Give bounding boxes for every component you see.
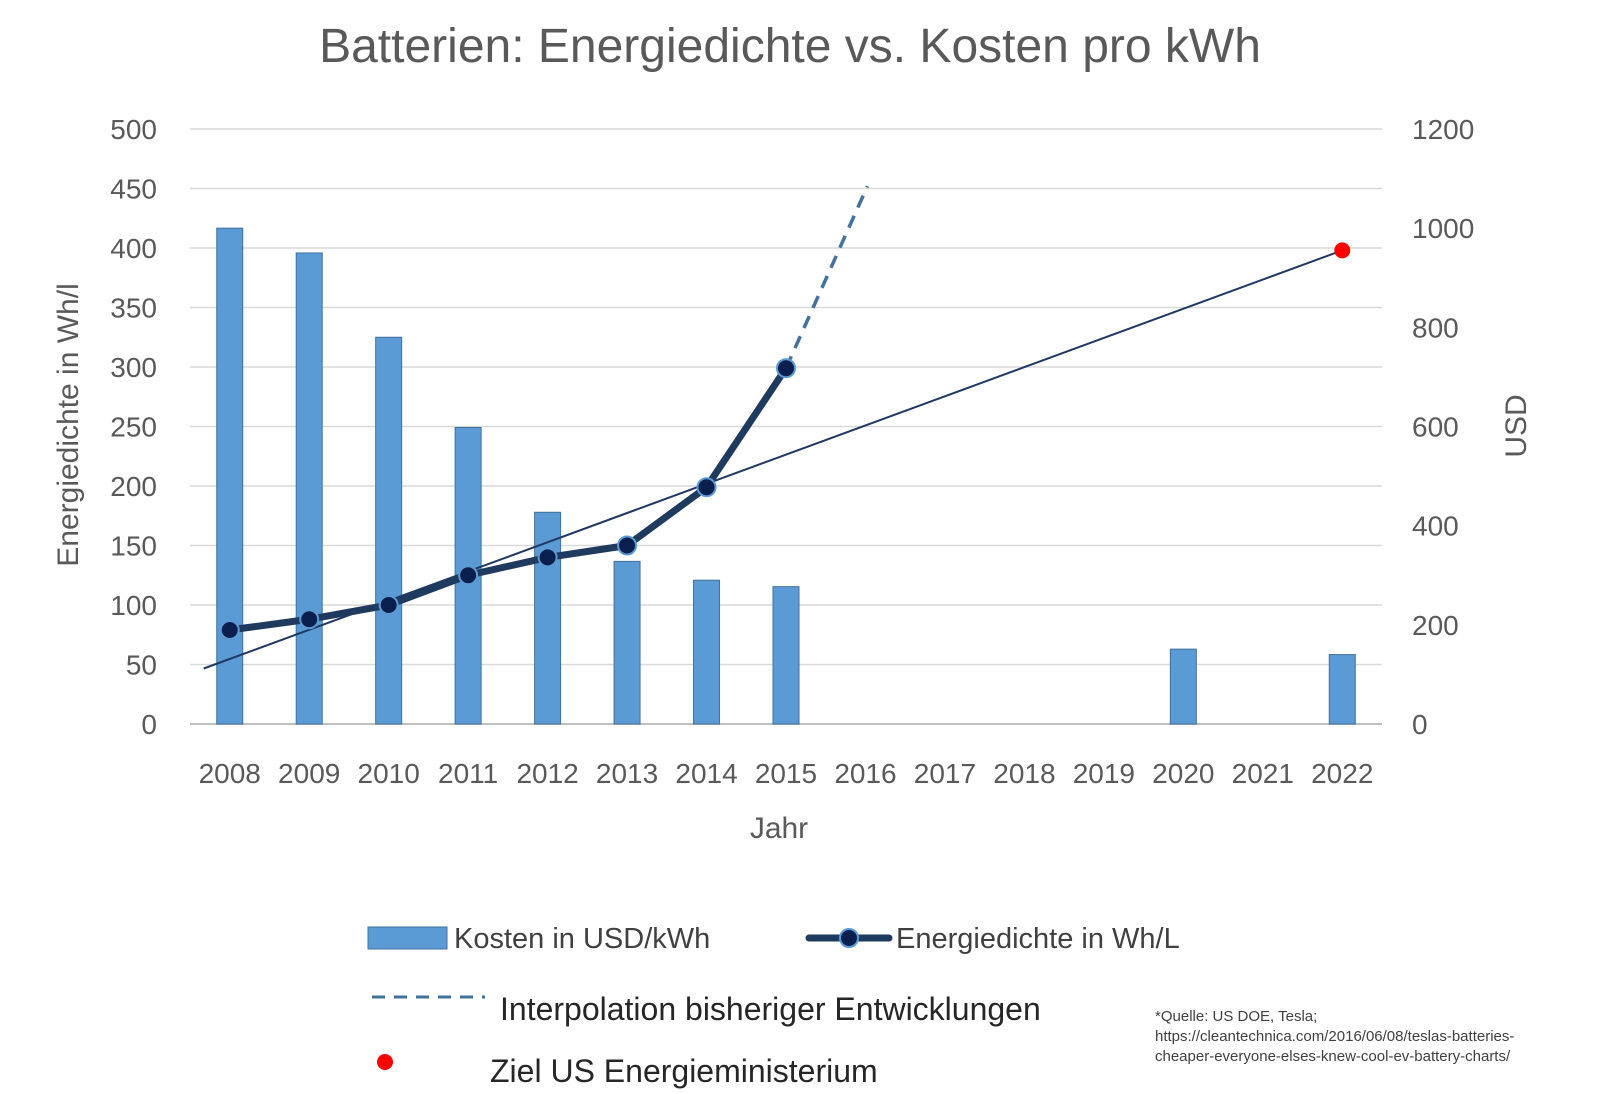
y-tick-left: 400: [110, 233, 157, 264]
energy-density-point: [537, 547, 558, 568]
y-tick-left: 150: [110, 531, 157, 562]
energy-density-point: [219, 619, 240, 640]
y-tick-left: 500: [110, 114, 157, 145]
y-tick-left: 50: [126, 650, 157, 681]
target-point: [1334, 242, 1351, 259]
x-tick: 2017: [914, 758, 976, 789]
legend-label-marker: Ziel US Energieministerium: [490, 1053, 878, 1089]
y-tick-left: 100: [110, 590, 157, 621]
x-axis-title: Jahr: [750, 812, 808, 845]
energy-density-point: [378, 595, 399, 615]
legend-swatch-marker: [377, 1054, 393, 1070]
x-tick: 2021: [1232, 758, 1294, 789]
source-line: https://cleantechnica.com/2016/06/08/tes…: [1155, 1028, 1515, 1045]
y-axis-right-title: USD: [1500, 394, 1533, 457]
source-line: cheaper-everyone-elses-knew-cool-ev-batt…: [1155, 1048, 1511, 1065]
bar: [613, 560, 641, 725]
y-tick-right: 200: [1412, 610, 1459, 641]
energy-density-point: [617, 535, 638, 556]
x-tick: 2013: [596, 758, 658, 789]
bar: [295, 252, 323, 725]
x-tick: 2020: [1152, 758, 1214, 789]
energy-density-point: [776, 358, 796, 379]
bar: [1169, 648, 1197, 725]
y-tick-left: 350: [110, 293, 157, 324]
y-tick-left: 300: [110, 352, 157, 383]
bar: [772, 586, 800, 725]
bar: [1328, 654, 1356, 725]
y-tick-right: 1000: [1412, 213, 1474, 244]
bar-series: [216, 227, 1356, 725]
x-tick: 2019: [1073, 758, 1135, 789]
y-tick-left: 450: [110, 174, 157, 205]
legend-label-dashed: Interpolation bisheriger Entwicklungen: [500, 991, 1041, 1027]
energy-density-point: [696, 477, 717, 498]
energy-density-point: [458, 565, 479, 586]
bar: [375, 336, 403, 725]
chart-title: Batterien: Energiedichte vs. Kosten pro …: [319, 20, 1261, 73]
y-tick-left: 200: [110, 471, 157, 502]
y-tick-right: 400: [1412, 511, 1459, 542]
y-tick-right: 0: [1412, 709, 1428, 740]
y-tick-right: 600: [1412, 412, 1459, 443]
bar: [534, 511, 562, 725]
x-tick: 2008: [199, 758, 261, 789]
energy-density-line: [226, 364, 790, 634]
y-tick-left: 0: [141, 709, 157, 740]
y-axis-left-title: Energiedichte in Wh/l: [52, 283, 85, 566]
legend-label-bar: Kosten in USD/kWh: [454, 923, 710, 955]
y-tick-right: 800: [1412, 312, 1459, 343]
x-tick: 2015: [755, 758, 817, 789]
x-tick: 2022: [1311, 758, 1373, 789]
source-note: *Quelle: US DOE, Tesla; https://cleantec…: [1155, 1007, 1595, 1067]
bar: [216, 227, 244, 725]
y-tick-left: 250: [110, 412, 157, 443]
x-tick: 2009: [278, 758, 340, 789]
legend: Kosten in USD/kWh Energiedichte in Wh/L …: [367, 923, 1180, 1089]
x-tick: 2010: [358, 758, 420, 789]
x-tick: 2016: [834, 758, 896, 789]
interpolation-dashed-line: [784, 185, 870, 369]
x-tick: 2014: [675, 758, 737, 789]
source-line: *Quelle: US DOE, Tesla;: [1155, 1008, 1318, 1025]
legend-swatch-line-marker: [839, 928, 859, 948]
legend-label-line: Energiedichte in Wh/L: [896, 923, 1180, 955]
x-tick: 2011: [438, 758, 498, 789]
y-tick-right: 1200: [1412, 114, 1474, 145]
x-tick: 2012: [516, 758, 578, 789]
axis-ticks: 0 50 100 150 200 250 300 350 400 450 500 0 200 400 600…: [110, 114, 1474, 789]
x-tick: 2018: [993, 758, 1055, 789]
line-series: [203, 185, 1351, 670]
legend-swatch-bar: [367, 926, 448, 950]
bar: [693, 579, 721, 725]
energy-density-point: [299, 609, 320, 630]
